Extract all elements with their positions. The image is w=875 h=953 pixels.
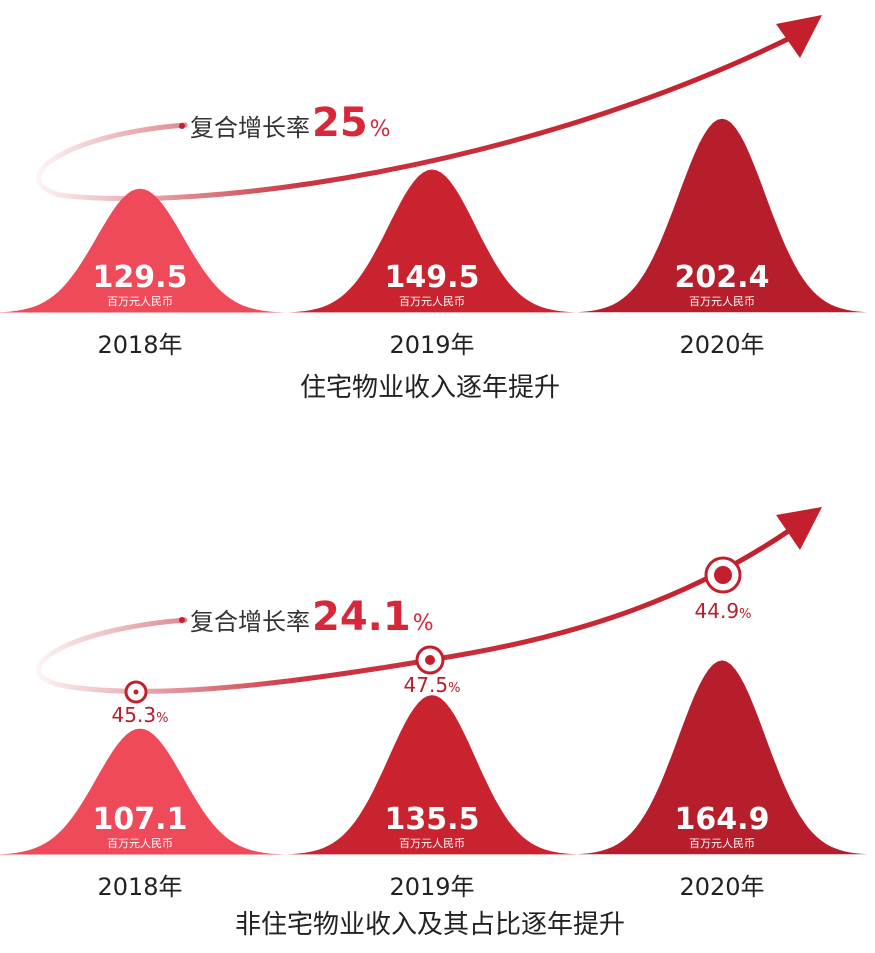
cagr-pct-1: % (370, 117, 391, 142)
share-marker-dot-2 (425, 655, 435, 665)
cagr-label-1: 复合增长率 (190, 114, 310, 142)
share-label-1: 45.3% (112, 703, 169, 727)
cagr-value-1: 25 (312, 100, 368, 146)
bell-bar-1-3 (577, 118, 867, 313)
panel-residential: 复合增长率25% 129.5百万元人民币2018年149.5百万元人民币2019… (0, 15, 867, 403)
cagr-label-2: 复合增长率 (190, 608, 310, 636)
cagr-arrow-2 (36, 527, 793, 694)
cagr-arrowhead-1 (776, 15, 822, 58)
cagr-dot-2 (179, 617, 185, 623)
year-label-1-3: 2020年 (679, 331, 764, 359)
value-label-2-1: 107.1 (93, 802, 188, 837)
unit-label-1-2: 百万元人民币 (399, 295, 465, 308)
cagr-dot-1 (179, 123, 185, 129)
value-label-2-3: 164.9 (675, 802, 770, 837)
caption-2: 非住宅物业收入及其占比逐年提升 (235, 910, 625, 940)
unit-label-2-2: 百万元人民币 (399, 837, 465, 850)
bell-bar-2-2 (287, 695, 577, 855)
cagr-value-2: 24.1 (312, 594, 411, 640)
value-label-1-2: 149.5 (385, 260, 480, 295)
value-label-1-1: 129.5 (93, 260, 188, 295)
unit-label-2-3: 百万元人民币 (689, 837, 755, 850)
svg-text:复合增长率24.1%: 复合增长率24.1% (190, 594, 434, 640)
cagr-arrow-1 (36, 35, 793, 202)
value-label-2-2: 135.5 (385, 802, 480, 837)
share-label-2: 47.5% (404, 673, 461, 697)
unit-label-2-1: 百万元人民币 (107, 837, 173, 850)
bell-bar-1-1 (0, 188, 285, 313)
year-label-1-2: 2019年 (389, 331, 474, 359)
year-label-2-2: 2019年 (389, 873, 474, 901)
share-marker-dot-1 (133, 689, 139, 695)
year-label-1-1: 2018年 (97, 331, 182, 359)
cagr-arrowhead-2 (776, 507, 822, 550)
bell-bar-2-3 (577, 660, 867, 855)
year-label-2-1: 2018年 (97, 873, 182, 901)
bell-bar-2-1 (0, 728, 285, 855)
panel-non-residential: 复合增长率24.1% 45.3%47.5%44.9% 107.1百万元人民币20… (0, 507, 867, 940)
svg-text:复合增长率25%: 复合增长率25% (190, 100, 391, 146)
cagr-pct-2: % (413, 611, 434, 636)
share-label-3: 44.9% (695, 599, 752, 623)
unit-label-1-1: 百万元人民币 (107, 295, 173, 308)
year-label-2-3: 2020年 (679, 873, 764, 901)
bell-bar-1-2 (287, 169, 577, 313)
share-marker-dot-3 (714, 566, 732, 584)
caption-1: 住宅物业收入逐年提升 (300, 373, 560, 403)
unit-label-1-3: 百万元人民币 (689, 295, 755, 308)
value-label-1-3: 202.4 (675, 260, 770, 295)
